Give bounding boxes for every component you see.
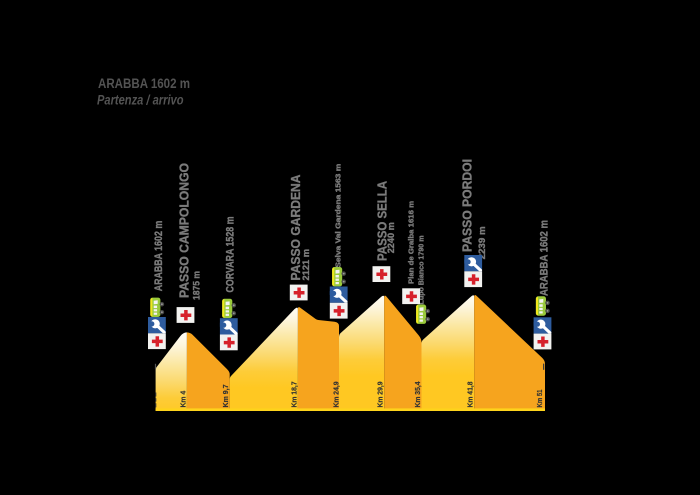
svg-text:Km 4: Km 4 — [179, 391, 187, 408]
svg-text:1875 m: 1875 m — [192, 271, 202, 300]
svg-text:ARABBA 1602 m: ARABBA 1602 m — [153, 221, 165, 292]
svg-text:Km 29,9: Km 29,9 — [377, 381, 385, 407]
svg-text:Plan de Gralba 1616 m: Plan de Gralba 1616 m — [407, 201, 416, 284]
svg-text:2121 m: 2121 m — [301, 249, 311, 281]
svg-text:ARABBA 1602 m: ARABBA 1602 m — [98, 76, 190, 91]
svg-text:Lupo Bianco 1790 m: Lupo Bianco 1790 m — [417, 235, 426, 304]
svg-text:Km 9,7: Km 9,7 — [222, 384, 230, 407]
svg-text:CORVARA 1528 m: CORVARA 1528 m — [225, 217, 237, 293]
svg-text:Km 18,7: Km 18,7 — [290, 381, 298, 407]
svg-text:PASSO GARDENA: PASSO GARDENA — [288, 174, 303, 280]
svg-text:PASSO PORDOI: PASSO PORDOI — [460, 159, 475, 252]
svg-text:Km 41,8: Km 41,8 — [467, 381, 475, 407]
svg-text:ARABBA 1602 m: ARABBA 1602 m — [538, 220, 550, 296]
svg-text:PASSO SELLA: PASSO SELLA — [374, 181, 389, 261]
svg-text:Km 35,4: Km 35,4 — [414, 381, 422, 407]
svg-text:Km 51: Km 51 — [536, 389, 544, 407]
svg-text:2240 m: 2240 m — [386, 222, 396, 253]
svg-text:2239 m: 2239 m — [477, 226, 487, 259]
svg-text:Km 24,9: Km 24,9 — [333, 381, 341, 407]
svg-text:Selva Val Gardena 1563 m: Selva Val Gardena 1563 m — [334, 163, 343, 267]
svg-text:Partenza / arrivo: Partenza / arrivo — [97, 93, 184, 108]
svg-text:PASSO CAMPOLONGO: PASSO CAMPOLONGO — [177, 163, 192, 298]
